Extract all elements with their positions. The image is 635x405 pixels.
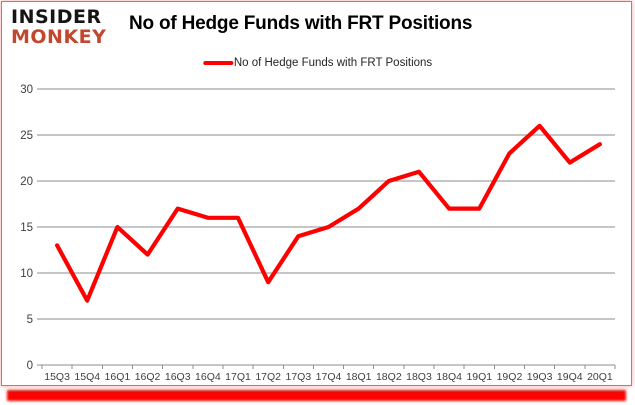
chart-title: No of Hedge Funds with FRT Positions	[129, 13, 473, 34]
x-tick-label: 16Q3	[165, 371, 191, 383]
x-tick-label: 18Q1	[346, 371, 372, 383]
y-tick-label: 20	[20, 176, 33, 188]
insider-monkey-logo: INSIDER MONKEY	[11, 7, 106, 47]
x-tick-label: 16Q2	[135, 371, 161, 383]
logo-line-monkey: MONKEY	[11, 26, 107, 48]
x-tick-label: 18Q2	[376, 371, 402, 383]
legend-label: No of Hedge Funds with FRT Positions	[233, 57, 433, 69]
y-tick-label: 0	[27, 360, 33, 372]
x-tick-label: 18Q3	[406, 371, 432, 383]
x-tick-label: 17Q4	[316, 371, 342, 383]
x-tick-label: 18Q4	[436, 371, 462, 383]
x-tick-label: 19Q3	[527, 371, 553, 383]
y-tick-label: 10	[20, 268, 33, 280]
x-tick-label: 17Q1	[225, 371, 251, 383]
x-tick-label: 15Q4	[74, 371, 100, 383]
x-tick-label: 16Q1	[105, 371, 131, 383]
x-tick-label: 20Q1	[587, 371, 613, 383]
bottom-red-bar	[7, 390, 626, 401]
x-tick-label: 19Q1	[466, 371, 492, 383]
chart-card	[1, 1, 632, 386]
y-tick-label: 15	[20, 222, 33, 234]
x-tick-label: 19Q2	[497, 371, 523, 383]
x-tick-label: 17Q2	[255, 371, 281, 383]
series-line	[54, 123, 603, 303]
y-tick-label: 30	[20, 84, 33, 96]
x-tick-label: 16Q4	[195, 371, 221, 383]
x-tick-label: 17Q3	[285, 371, 311, 383]
x-tick-label: 15Q3	[44, 371, 70, 383]
legend-line-swatch-icon	[202, 60, 233, 66]
x-tick-label: 19Q4	[557, 371, 583, 383]
y-tick-label: 25	[20, 130, 33, 142]
legend: No of Hedge Funds with FRT Positions	[202, 57, 433, 69]
logo-line-insider: INSIDER	[11, 6, 102, 28]
y-tick-label: 5	[27, 314, 33, 326]
